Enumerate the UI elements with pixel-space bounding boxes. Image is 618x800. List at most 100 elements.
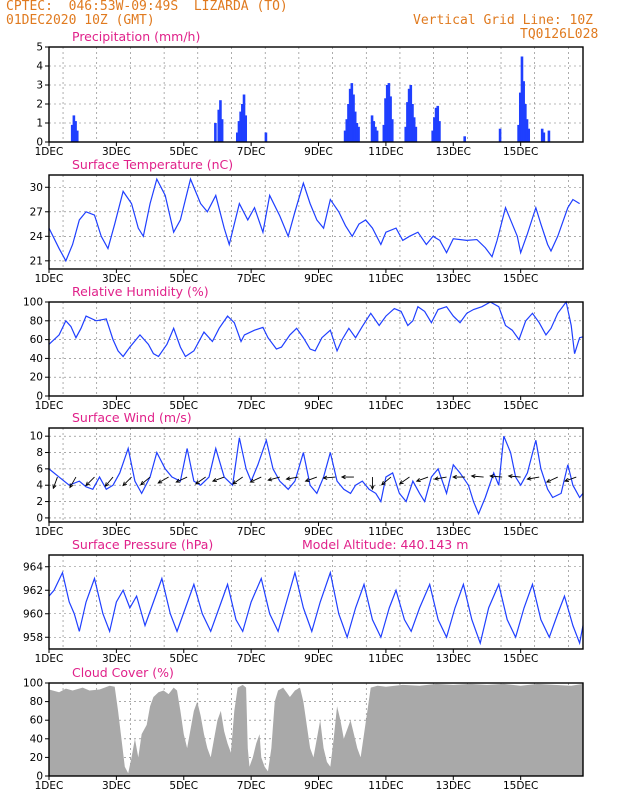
precip-bar [463, 136, 466, 142]
x-tick-label: 11DEC [368, 653, 403, 665]
precip-bar [411, 104, 414, 142]
x-tick-label: 3DEC [102, 400, 131, 412]
y-tick-label: 2 [36, 496, 43, 508]
wind-arrow [380, 476, 392, 486]
precip-bar [385, 85, 389, 142]
precip-bar [438, 121, 441, 142]
cloud-cover-area [49, 683, 583, 776]
precip-bar [436, 105, 440, 142]
wind-arrow [267, 476, 280, 482]
precip-bar [434, 107, 438, 142]
precip-bar [517, 124, 520, 142]
x-tick-label: 9DEC [304, 400, 333, 412]
panel-humidity: 0 20 40 60 80 100 1DEC 3DEC 5DEC 7DEC 9DEC 11DEC 13D… [23, 284, 584, 412]
wind-arrow [470, 474, 484, 479]
y-tick-label: 30 [30, 182, 43, 194]
x-tick-label: 13DEC [436, 780, 471, 792]
wind-arrow [52, 476, 58, 490]
y-tick-label: 21 [30, 255, 43, 267]
precip-bar [239, 111, 242, 142]
y-tick-label: 960 [23, 608, 43, 620]
precip-bar [382, 124, 386, 142]
precip-bar [242, 94, 246, 142]
x-tick-label: 9DEC [304, 653, 333, 665]
y-tick-label: 4 [36, 61, 43, 73]
precip-bar [348, 88, 352, 142]
x-tick-label: 9DEC [304, 273, 333, 285]
panel-wind: 0 2 4 6 8 10 1DEC 3DEC 5DEC 7DEC 9DEC 11DEC 13DEC 15D… [30, 410, 584, 538]
wind-arrow [322, 475, 336, 480]
wind-arrow [232, 476, 243, 485]
precip-bar [374, 126, 377, 142]
panel-frame [48, 554, 584, 650]
precip-bar [527, 128, 531, 142]
x-tick-label: 3DEC [102, 780, 131, 792]
wind-arrow [104, 476, 114, 488]
y-tick-label: 5 [36, 42, 43, 54]
precip-bar [219, 100, 222, 142]
precip-bar [375, 130, 379, 142]
x-tick-label: 1DEC [35, 653, 64, 665]
wind-arrow [398, 476, 410, 485]
y-tick-label: 1 [36, 118, 43, 130]
x-tick-label: 5DEC [169, 400, 198, 412]
wind-arrow [157, 476, 169, 484]
panel-frame [48, 174, 584, 270]
precip-bar [387, 83, 391, 142]
precip-bar [74, 121, 77, 142]
panel-precipitation: 0 1 2 3 4 5 1DEC 3DEC 5DEC 7DEC 9DEC 11DEC 13DEC 15DE… [35, 29, 584, 158]
precip-bar [384, 98, 387, 142]
x-tick-label: 5DEC [169, 780, 198, 792]
x-tick-label: 9DEC [304, 146, 333, 158]
panel-title: Surface Temperature (nC) [72, 157, 233, 172]
y-tick-label: 60 [30, 715, 43, 727]
y-tick-label: 10 [30, 431, 43, 443]
y-tick-label: 20 [30, 372, 43, 384]
precip-bar [409, 85, 413, 142]
panel-title: Surface Wind (m/s) [72, 410, 192, 425]
wind-arrow [415, 476, 429, 482]
precip-bar [370, 115, 374, 142]
model-altitude-label: Model Altitude: 440.143 m [302, 537, 468, 552]
precip-bar [352, 94, 355, 142]
panel-pressure: 958 960 962 964 1DEC 3DEC 5DEC 7DEC 9DEC 11DEC 13D… [23, 537, 584, 665]
x-tick-label: 11DEC [368, 526, 403, 538]
station-label: CPTEC: 046:53W-09:49S LIZARDA (TO) [6, 0, 288, 14]
x-tick-label: 1DEC [35, 273, 64, 285]
panel-title: Cloud Cover (%) [72, 665, 174, 680]
precip-bar [214, 123, 217, 142]
x-tick-label: 3DEC [102, 146, 131, 158]
precip-bar [518, 92, 522, 142]
y-tick-label: 964 [23, 561, 43, 573]
panel-title: Surface Pressure (hPa) [72, 537, 213, 552]
panel-frame [48, 682, 584, 777]
y-tick-label: 40 [30, 733, 43, 745]
wind-arrow [489, 474, 503, 479]
x-tick-label: 7DEC [237, 146, 266, 158]
y-tick-label: 27 [30, 206, 43, 218]
x-tick-label: 7DEC [237, 400, 266, 412]
precip-bar [404, 126, 408, 142]
precip-bar [241, 104, 244, 142]
y-tick-label: 100 [23, 297, 43, 309]
y-tick-label: 60 [30, 334, 43, 346]
x-tick-label: 5DEC [169, 146, 198, 158]
panel-cloud-cover: 0 20 40 60 80 100 1DEC 3DEC 5DEC 7DEC 9DEC 11DEC 13D… [23, 665, 584, 792]
wind-arrow [85, 476, 95, 487]
y-tick-label: 0 [36, 137, 43, 149]
precip-bar [540, 128, 544, 142]
x-tick-label: 1DEC [35, 526, 64, 538]
x-tick-label: 11DEC [368, 780, 403, 792]
x-tick-label: 3DEC [102, 273, 131, 285]
panel-frame [48, 301, 584, 397]
y-tick-label: 24 [30, 231, 44, 243]
precip-bar [264, 132, 268, 142]
wind-arrow [526, 476, 540, 481]
y-tick-label: 958 [23, 632, 43, 644]
precip-bar [520, 56, 524, 142]
date-label: 01DEC2020 10Z (GMT) [6, 13, 155, 28]
wind-arrow [140, 476, 151, 486]
wind-arrow [122, 476, 132, 487]
wind-arrow [211, 476, 225, 482]
precip-bar [347, 104, 350, 142]
